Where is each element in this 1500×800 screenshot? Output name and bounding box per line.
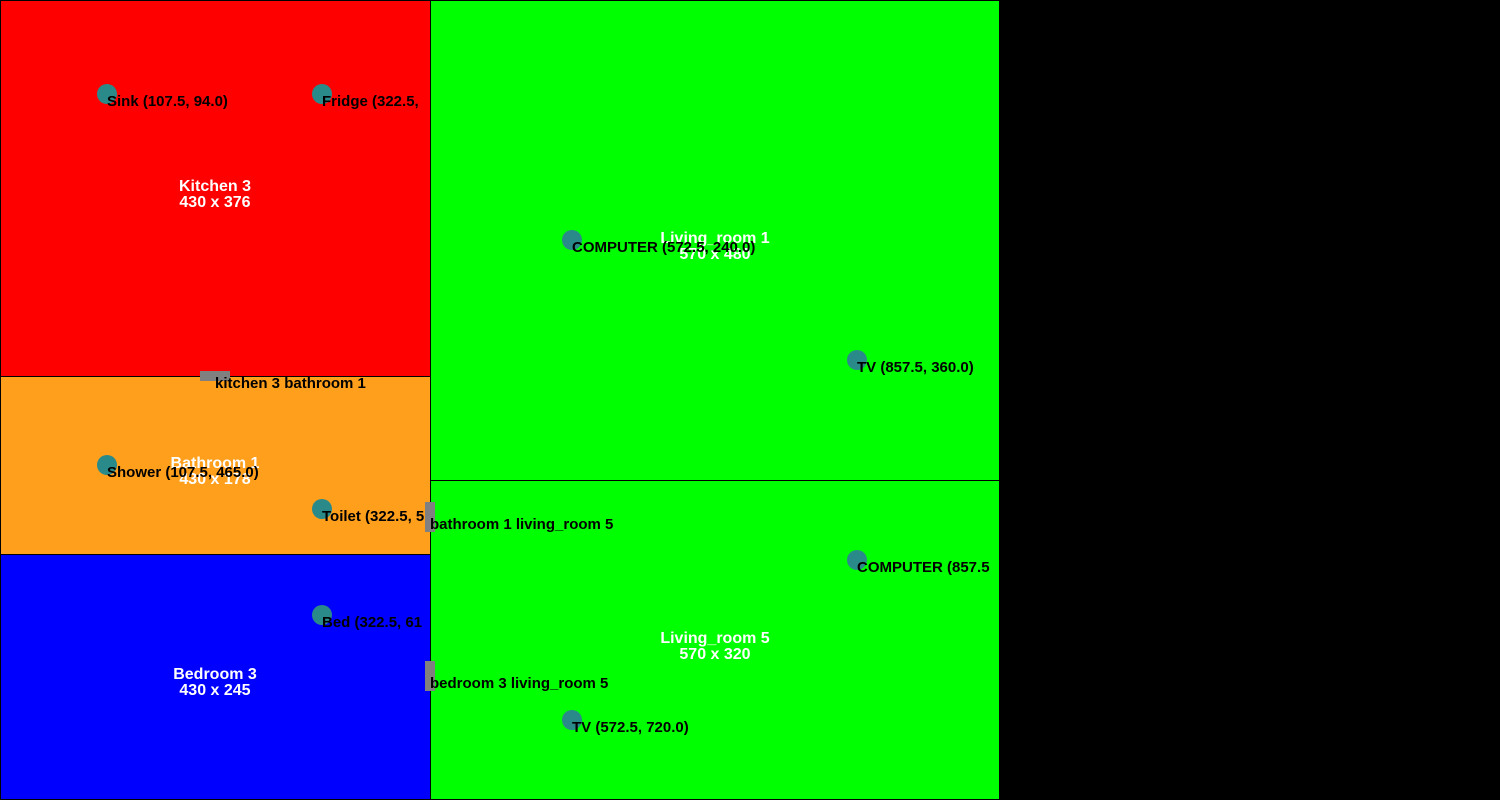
room-size: 430 x 178 xyxy=(179,471,251,488)
bed-label: Bed (322.5, 61 xyxy=(322,614,423,631)
tv-marker xyxy=(562,710,582,730)
room-label-living-1: Living_room 1 570 x 480 xyxy=(660,231,769,263)
door-kitchen-bathroom xyxy=(200,371,230,381)
room-size: 570 x 480 xyxy=(679,246,751,263)
room-size: 430 x 245 xyxy=(179,682,251,699)
sink-label: Sink (107.5, 94.0) xyxy=(107,93,228,110)
room-name: Bedroom 3 xyxy=(173,666,257,683)
room-label-living-5: Living_room 5 570 x 320 xyxy=(660,631,769,663)
toilet-marker xyxy=(312,499,332,519)
room-name: Living_room 5 xyxy=(660,630,770,647)
room-label-bedroom: Bedroom 3 430 x 245 xyxy=(173,667,257,699)
room-living-5 xyxy=(430,480,1000,800)
door-label-bedroom-living: bedroom 3 living_room 5 xyxy=(430,675,609,692)
room-label-kitchen: Kitchen 3 430 x 376 xyxy=(179,179,251,211)
computer-label: COMPUTER (857.5 xyxy=(857,559,990,576)
bed-marker xyxy=(312,605,332,625)
room-kitchen xyxy=(0,0,431,377)
fridge-label: Fridge (322.5, xyxy=(322,93,419,110)
room-name: Bathroom 1 xyxy=(170,455,260,472)
door-label-kitchen-bathroom: kitchen 3 bathroom 1 xyxy=(215,375,366,392)
room-size: 430 x 376 xyxy=(179,194,251,211)
tv-label: TV (857.5, 360.0) xyxy=(857,359,974,376)
tv-label: TV (572.5, 720.0) xyxy=(572,719,689,736)
room-bathroom xyxy=(0,376,431,555)
floor-plan: Kitchen 3 430 x 376 Bathroom 1 430 x 178… xyxy=(0,0,1000,800)
door-bedroom-living xyxy=(425,661,435,691)
room-living-1 xyxy=(430,0,1000,481)
toilet-label: Toilet (322.5, 5 xyxy=(322,508,425,525)
tv-marker xyxy=(847,350,867,370)
computer-marker xyxy=(562,230,582,250)
room-name: Living_room 1 xyxy=(660,230,770,247)
room-name: Kitchen 3 xyxy=(178,178,252,195)
room-label-bathroom: Bathroom 1 430 x 178 xyxy=(171,456,260,488)
door-bathroom-living xyxy=(425,502,435,532)
sink-marker xyxy=(97,84,117,104)
room-size: 570 x 320 xyxy=(679,646,751,663)
door-label-bathroom-living: bathroom 1 living_room 5 xyxy=(430,516,614,533)
computer-label: COMPUTER (572.5, 240.0) xyxy=(572,239,756,256)
computer-marker xyxy=(847,550,867,570)
fridge-marker xyxy=(312,84,332,104)
shower-label: Shower (107.5, 465.0) xyxy=(107,464,259,481)
shower-marker xyxy=(97,455,117,475)
